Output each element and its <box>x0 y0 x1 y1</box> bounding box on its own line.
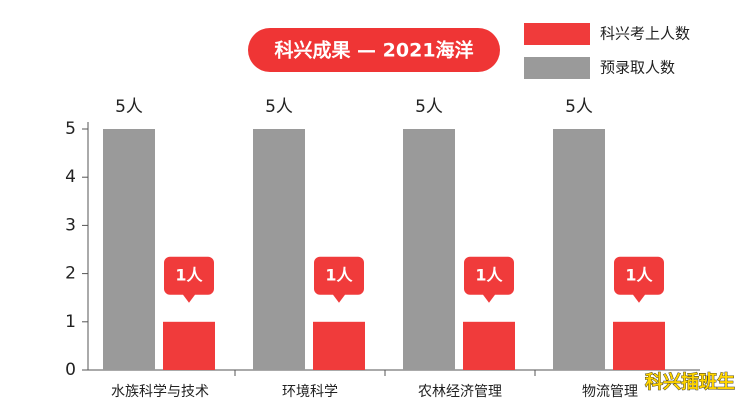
value-label: 1人 <box>325 265 353 284</box>
x-tick-label: 水族科学与技术 <box>111 384 209 400</box>
legend-swatch <box>524 23 590 45</box>
bar <box>463 321 515 370</box>
y-tick-label: 3 <box>65 215 76 235</box>
value-label: 5人 <box>415 97 443 117</box>
y-tick-label: 2 <box>65 264 76 284</box>
x-tick-label: 物流管理 <box>582 384 638 400</box>
y-tick-label: 1 <box>65 312 76 332</box>
watermark: 科兴插班生 <box>645 371 735 393</box>
bar <box>553 129 605 370</box>
value-label: 1人 <box>475 265 503 284</box>
title-pill <box>248 28 500 72</box>
y-tick-label: 0 <box>65 360 76 380</box>
legend-label: 预录取人数 <box>600 59 675 77</box>
bar <box>103 129 155 370</box>
callout <box>164 256 214 303</box>
bar <box>163 321 215 370</box>
y-tick-label: 4 <box>65 167 76 187</box>
legend-swatch <box>524 57 590 79</box>
bar <box>403 129 455 370</box>
value-label: 5人 <box>115 97 143 117</box>
value-label: 5人 <box>265 97 293 117</box>
bar <box>253 129 305 370</box>
value-label: 1人 <box>625 265 653 284</box>
x-tick-label: 农林经济管理 <box>418 384 502 400</box>
legend-label: 科兴考上人数 <box>600 25 690 43</box>
callout <box>314 256 364 303</box>
value-label: 5人 <box>565 97 593 117</box>
callout <box>614 256 664 303</box>
y-tick-label: 5 <box>65 119 76 139</box>
bar <box>313 321 365 370</box>
chart-title: 科兴成果 — 2021海洋 <box>274 39 473 62</box>
bar <box>613 321 665 370</box>
callout <box>464 256 514 303</box>
value-label: 1人 <box>175 265 203 284</box>
x-tick-label: 环境科学 <box>282 384 338 400</box>
